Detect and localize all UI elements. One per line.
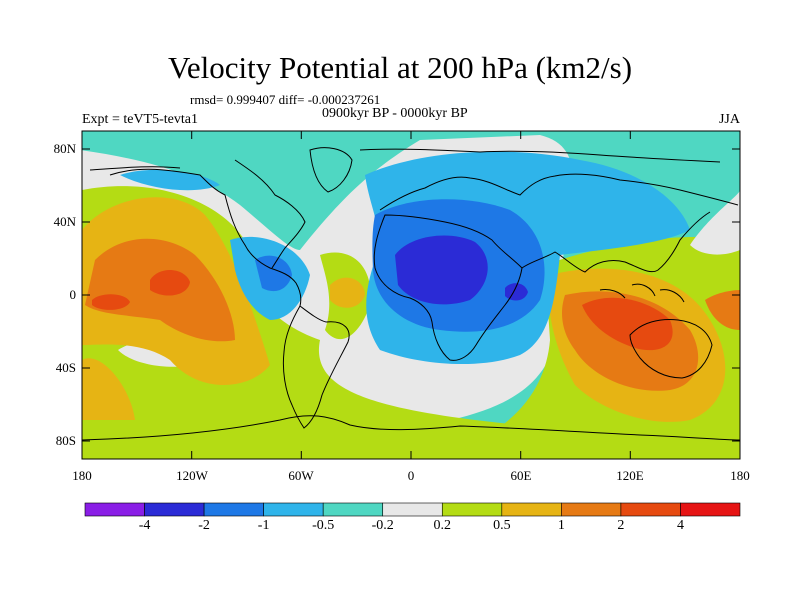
colorbar-label: -2 [198, 518, 210, 533]
coastline-maritime [599, 283, 685, 303]
contour-field [82, 131, 740, 459]
colorbar-swatch-8 [561, 502, 622, 517]
colorbar-swatch-1 [144, 502, 205, 517]
colorbar [84, 502, 741, 517]
red-orange-core-pacific [150, 270, 190, 296]
colorbar-label: 4 [676, 518, 684, 533]
colorbar-label: 0.2 [433, 518, 452, 533]
axis-ticks [82, 131, 740, 459]
colorbar-swatch-2 [203, 502, 264, 517]
coastline-greenland [309, 147, 353, 193]
red-orange-core-indian [582, 297, 673, 351]
yellow-region-southpacific [82, 358, 135, 420]
colorbar-label: -4 [138, 518, 151, 533]
dark-blue-core-africa [395, 235, 488, 305]
period-label: 0900kyr BP - 0000kyr BP [322, 106, 468, 121]
lon-tick-120e: 120E [616, 468, 644, 483]
colorbar-label: 1 [557, 518, 565, 533]
colorbar-label: -0.2 [371, 518, 394, 533]
lon-tick-180w: 180 [72, 468, 92, 483]
coastline-south-america [282, 305, 350, 429]
colorbar-swatch-4 [322, 502, 384, 517]
colorbar-swatch-10 [680, 502, 741, 517]
orange-region-east [705, 290, 740, 330]
lat-tick-0: 0 [69, 287, 77, 302]
white-patch-westpacific [690, 190, 740, 255]
colorbar-swatch-9 [620, 502, 681, 517]
coastline-africa [373, 214, 523, 361]
colorbar-label: -0.5 [312, 518, 335, 533]
colorbar-label: -1 [257, 518, 270, 533]
coastline-arctic [89, 148, 721, 171]
colorbar-swatch-3 [263, 502, 324, 517]
experiment-label: Expt = teVT5-tevta1 [82, 112, 198, 127]
coastline-australia [629, 319, 713, 379]
red-orange-core-pacific-west [92, 294, 130, 310]
lon-tick-120w: 120W [176, 468, 208, 483]
stats-line: rmsd= 0.999407 diff= -0.000237261 [190, 92, 381, 107]
lat-tick-40n: 40N [53, 214, 76, 229]
colorbar-swatch-5 [382, 502, 443, 517]
lon-tick-0: 0 [407, 468, 415, 483]
coastline-antarctica [82, 415, 740, 441]
lon-tick-60e: 60E [510, 468, 532, 483]
colorbar-swatch-7 [501, 502, 562, 517]
lat-tick-80n: 80N [53, 141, 76, 156]
coastline-europe [379, 173, 739, 211]
lon-tick-60w: 60W [288, 468, 314, 483]
season-label: JJA [718, 112, 740, 127]
colorbar-label: 0.5 [493, 518, 511, 533]
colorbar-swatch-6 [441, 502, 503, 517]
colorbar-swatch-0 [84, 502, 145, 517]
coastline-north-america [109, 168, 327, 323]
coastline-north-america-east [234, 159, 306, 269]
map-title: Velocity Potential at 200 hPa (km2/s) [167, 50, 633, 85]
light-blue-region-northpacific [120, 169, 220, 191]
lat-tick-40s: 40S [55, 360, 76, 375]
yellow-region-atlantic [330, 277, 365, 308]
lat-tick-80s: 80S [55, 433, 76, 448]
coastlines [82, 147, 740, 441]
coastline-asia [521, 211, 711, 273]
lon-tick-180e: 180 [730, 468, 750, 483]
colorbar-label: 2 [617, 518, 625, 533]
